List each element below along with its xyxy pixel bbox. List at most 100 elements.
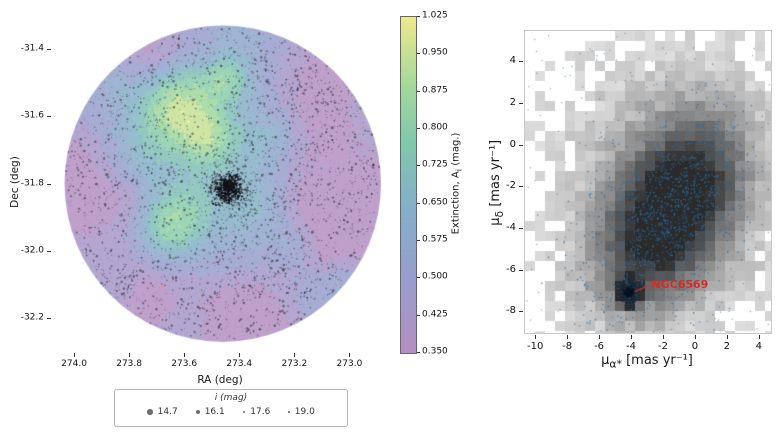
- pm-xlabel-rest: [mas yr⁻¹]: [621, 353, 693, 368]
- map-y-tick: -32.2: [20, 312, 44, 323]
- tick-mark: [74, 353, 76, 357]
- tick-mark: [662, 335, 664, 339]
- pm-y-tick: -8: [506, 305, 516, 317]
- tick-mark: [417, 240, 420, 241]
- legend-item: 14.7: [147, 407, 178, 417]
- legend-items: 14.7 16.1 17.6 19.0: [115, 407, 347, 417]
- legend-marker-dot: [288, 411, 290, 413]
- pm-yaxis-label: μδ [mas yr⁻¹]: [488, 113, 506, 253]
- tick-mark: [726, 335, 728, 339]
- pm-x-tick: 2: [723, 341, 731, 352]
- tick-mark: [47, 318, 51, 320]
- tick-mark: [417, 128, 420, 129]
- map-x-tick: 273.6: [171, 359, 198, 369]
- pm-y-tick: 0: [509, 138, 516, 150]
- pm-xaxis-label: μα* [mas yr⁻¹]: [524, 353, 770, 371]
- tick-mark: [47, 49, 51, 51]
- map-y-tick: -31.6: [20, 110, 44, 121]
- proper-motion-canvas: [524, 30, 772, 334]
- legend-item: 16.1: [195, 407, 225, 417]
- tick-mark: [417, 16, 420, 17]
- legend-marker-dot: [195, 410, 200, 414]
- map-x-tick: 273.8: [116, 359, 142, 369]
- colorbar-tick: 0.350: [422, 346, 448, 357]
- pm-y-tick: -2: [506, 180, 516, 192]
- colorbar-label: Extinction, Ai (mag.): [451, 114, 464, 254]
- tick-mark: [129, 353, 131, 357]
- pm-x-tick: -2: [657, 341, 668, 352]
- tick-mark: [519, 227, 523, 229]
- pm-ylabel-sub: δ: [492, 210, 506, 218]
- tick-mark: [417, 202, 420, 204]
- tick-mark: [47, 183, 51, 185]
- map-y-tick: -32.0: [20, 245, 44, 256]
- colorbar-tick: 0.425: [422, 309, 448, 320]
- tick-mark: [47, 251, 51, 252]
- legend-label: 19.0: [294, 407, 315, 417]
- colorbar-tick: 0.950: [422, 47, 448, 58]
- tick-mark: [519, 61, 523, 63]
- legend-label: 17.6: [250, 407, 271, 417]
- tick-mark: [184, 353, 186, 357]
- tick-mark: [417, 165, 420, 167]
- tick-mark: [417, 314, 420, 316]
- tick-mark: [519, 144, 523, 146]
- map-x-tick: 273.4: [226, 359, 253, 369]
- legend-item: 17.6: [242, 407, 271, 417]
- pm-xlabel-sub: α*: [609, 357, 622, 371]
- sky-map-canvas: [52, 12, 388, 352]
- tick-mark: [417, 277, 420, 279]
- tick-mark: [417, 90, 420, 92]
- tick-mark: [519, 102, 523, 104]
- tick-mark: [239, 353, 241, 357]
- colorbar-tick: 0.875: [422, 85, 448, 96]
- map-x-tick: 273.2: [281, 359, 308, 369]
- colorbar-tick: 0.650: [422, 197, 448, 208]
- pm-x-tick: -4: [626, 341, 637, 352]
- colorbar-tick: 0.500: [422, 271, 448, 282]
- tick-mark: [758, 335, 760, 339]
- tick-mark: [694, 335, 696, 339]
- pm-ylabel-rest: [mas yr⁻¹]: [488, 139, 504, 211]
- pm-y-tick: -6: [506, 263, 516, 275]
- pm-x-tick: -10: [527, 341, 544, 352]
- tick-mark: [599, 335, 601, 339]
- map-yaxis-label: Dec (deg): [9, 156, 21, 208]
- tick-mark: [519, 186, 523, 188]
- pm-y-tick: -4: [506, 221, 516, 233]
- tick-mark: [519, 269, 523, 271]
- colorbar-tick: 0.800: [422, 122, 448, 133]
- pm-xlabel-base: μ: [601, 353, 610, 368]
- tick-mark: [349, 353, 351, 357]
- pm-y-tick: 4: [509, 55, 516, 67]
- legend-label: 16.1: [204, 407, 225, 417]
- pm-x-tick: -6: [594, 341, 605, 352]
- pm-x-tick: 0: [691, 341, 699, 352]
- pm-ylabel-base: μ: [488, 217, 504, 226]
- legend-marker-dot: [147, 409, 153, 415]
- map-x-tick: 274.0: [61, 359, 87, 369]
- colorbar-label-rest: (mag.): [450, 132, 462, 169]
- map-y-tick: -31.8: [20, 178, 44, 189]
- pm-y-tick: 2: [509, 96, 516, 108]
- tick-mark: [417, 352, 420, 353]
- tick-mark: [519, 311, 523, 313]
- size-legend: i (mag) 14.7 16.1 17.6 19.0: [114, 389, 348, 427]
- map-x-tick: 273.0: [336, 359, 363, 369]
- tick-mark: [631, 335, 633, 339]
- colorbar-tick: 0.575: [422, 234, 448, 245]
- colorbar-tick: 0.725: [422, 159, 448, 170]
- legend-item: 19.0: [288, 407, 315, 417]
- tick-mark: [417, 53, 420, 55]
- colorbar-label-base: Extinction, A: [450, 171, 462, 235]
- tick-mark: [567, 335, 569, 339]
- legend-label: 14.7: [157, 407, 178, 417]
- legend-title: i (mag): [214, 393, 248, 403]
- pm-x-tick: 4: [755, 341, 762, 352]
- map-y-tick: -31.4: [20, 43, 44, 54]
- colorbar-label-sub: i: [453, 168, 464, 172]
- colorbar-gradient: [400, 16, 417, 354]
- colorbar-tick: 1.025: [422, 10, 448, 21]
- map-xaxis-label: RA (deg): [197, 374, 243, 386]
